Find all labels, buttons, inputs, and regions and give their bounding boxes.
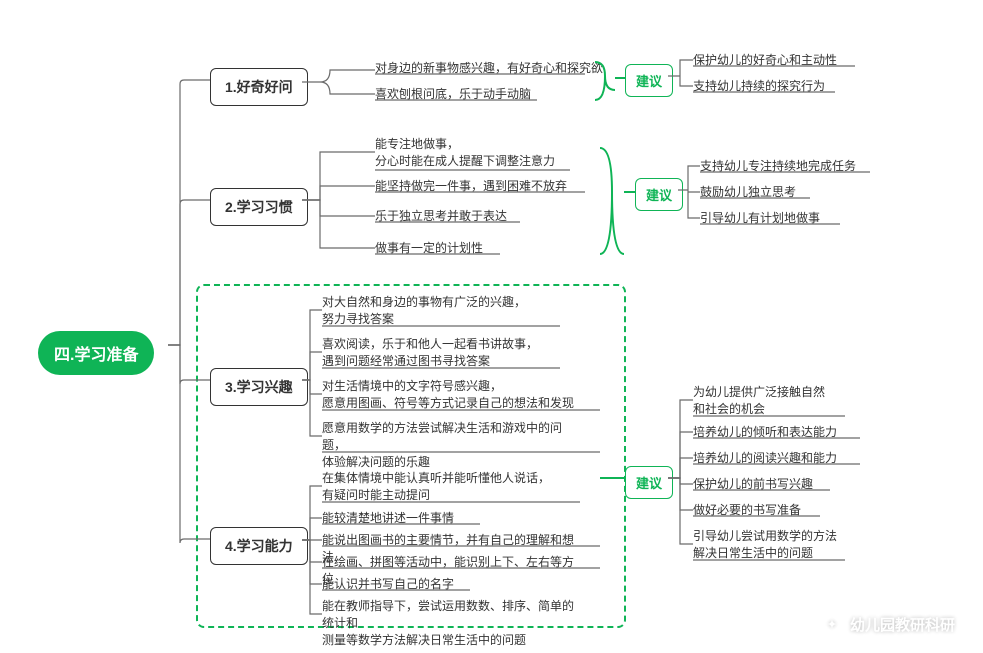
s3-item-4: 保护幼儿的前书写兴趣	[693, 476, 813, 493]
s2-item-1: 支持幼儿专注持续地完成任务	[700, 158, 856, 175]
b4-item-6: 能在教师指导下，尝试运用数数、排序、简单的统计和 测量等数学方法解决日常生活中的…	[322, 598, 582, 648]
suggest-1: 建议	[625, 64, 673, 97]
wechat-icon: ✦	[822, 615, 842, 635]
watermark-text: 幼儿园教研科研	[850, 614, 955, 635]
suggest-3-label: 建议	[636, 476, 662, 491]
b4-item-2: 能较清楚地讲述一件事情	[322, 510, 454, 527]
b3-item-4: 愿意用数学的方法尝试解决生活和游戏中的问题， 体验解决问题的乐趣	[322, 420, 582, 470]
b3-item-3: 对生活情境中的文字符号感兴趣， 愿意用图画、符号等方式记录自己的想法和发现	[322, 378, 574, 412]
b3-item-1: 对大自然和身边的事物有广泛的兴趣， 努力寻找答案	[322, 294, 526, 328]
b2-item-3: 乐于独立思考并敢于表达	[375, 208, 507, 225]
suggest-2: 建议	[635, 178, 683, 211]
branch-2: 2.学习习惯	[210, 188, 308, 226]
b1-item-1: 对身边的新事物感兴趣，有好奇心和探究欲	[375, 60, 603, 77]
b4-item-5: 能认识并书写自己的名字	[322, 576, 454, 593]
s2-item-2: 鼓励幼儿独立思考	[700, 184, 796, 201]
b1-item-2: 喜欢刨根问底，乐于动手动脑	[375, 86, 531, 103]
suggest-3: 建议	[625, 466, 673, 499]
branch-1-title: 1.好奇好问	[225, 79, 293, 95]
s3-item-5: 做好必要的书写准备	[693, 502, 801, 519]
branch-2-title: 2.学习习惯	[225, 199, 293, 215]
s1-item-2: 支持幼儿持续的探究行为	[693, 78, 825, 95]
b2-item-2: 能坚持做完一件事，遇到困难不放弃	[375, 178, 567, 195]
s3-item-2: 培养幼儿的倾听和表达能力	[693, 424, 837, 441]
suggest-2-label: 建议	[646, 188, 672, 203]
s1-item-1: 保护幼儿的好奇心和主动性	[693, 52, 837, 69]
s3-item-1: 为幼儿提供广泛接触自然 和社会的机会	[693, 384, 825, 418]
suggest-1-label: 建议	[636, 74, 662, 89]
s3-item-6: 引导幼儿尝试用数学的方法 解决日常生活中的问题	[693, 528, 837, 562]
s2-item-3: 引导幼儿有计划地做事	[700, 210, 820, 227]
b2-item-4: 做事有一定的计划性	[375, 240, 483, 257]
root-node: 四.学习准备	[38, 331, 154, 375]
s3-item-3: 培养幼儿的阅读兴趣和能力	[693, 450, 837, 467]
root-label: 四.学习准备	[54, 347, 138, 364]
watermark: ✦ 幼儿园教研科研	[822, 614, 955, 635]
b4-item-1: 在集体情境中能认真听并能听懂他人说话， 有疑问时能主动提问	[322, 470, 550, 504]
b3-item-2: 喜欢阅读，乐于和他人一起看书讲故事， 遇到问题经常通过图书寻找答案	[322, 336, 538, 370]
b2-item-1: 能专注地做事， 分心时能在成人提醒下调整注意力	[375, 136, 555, 170]
branch-1: 1.好奇好问	[210, 68, 308, 106]
